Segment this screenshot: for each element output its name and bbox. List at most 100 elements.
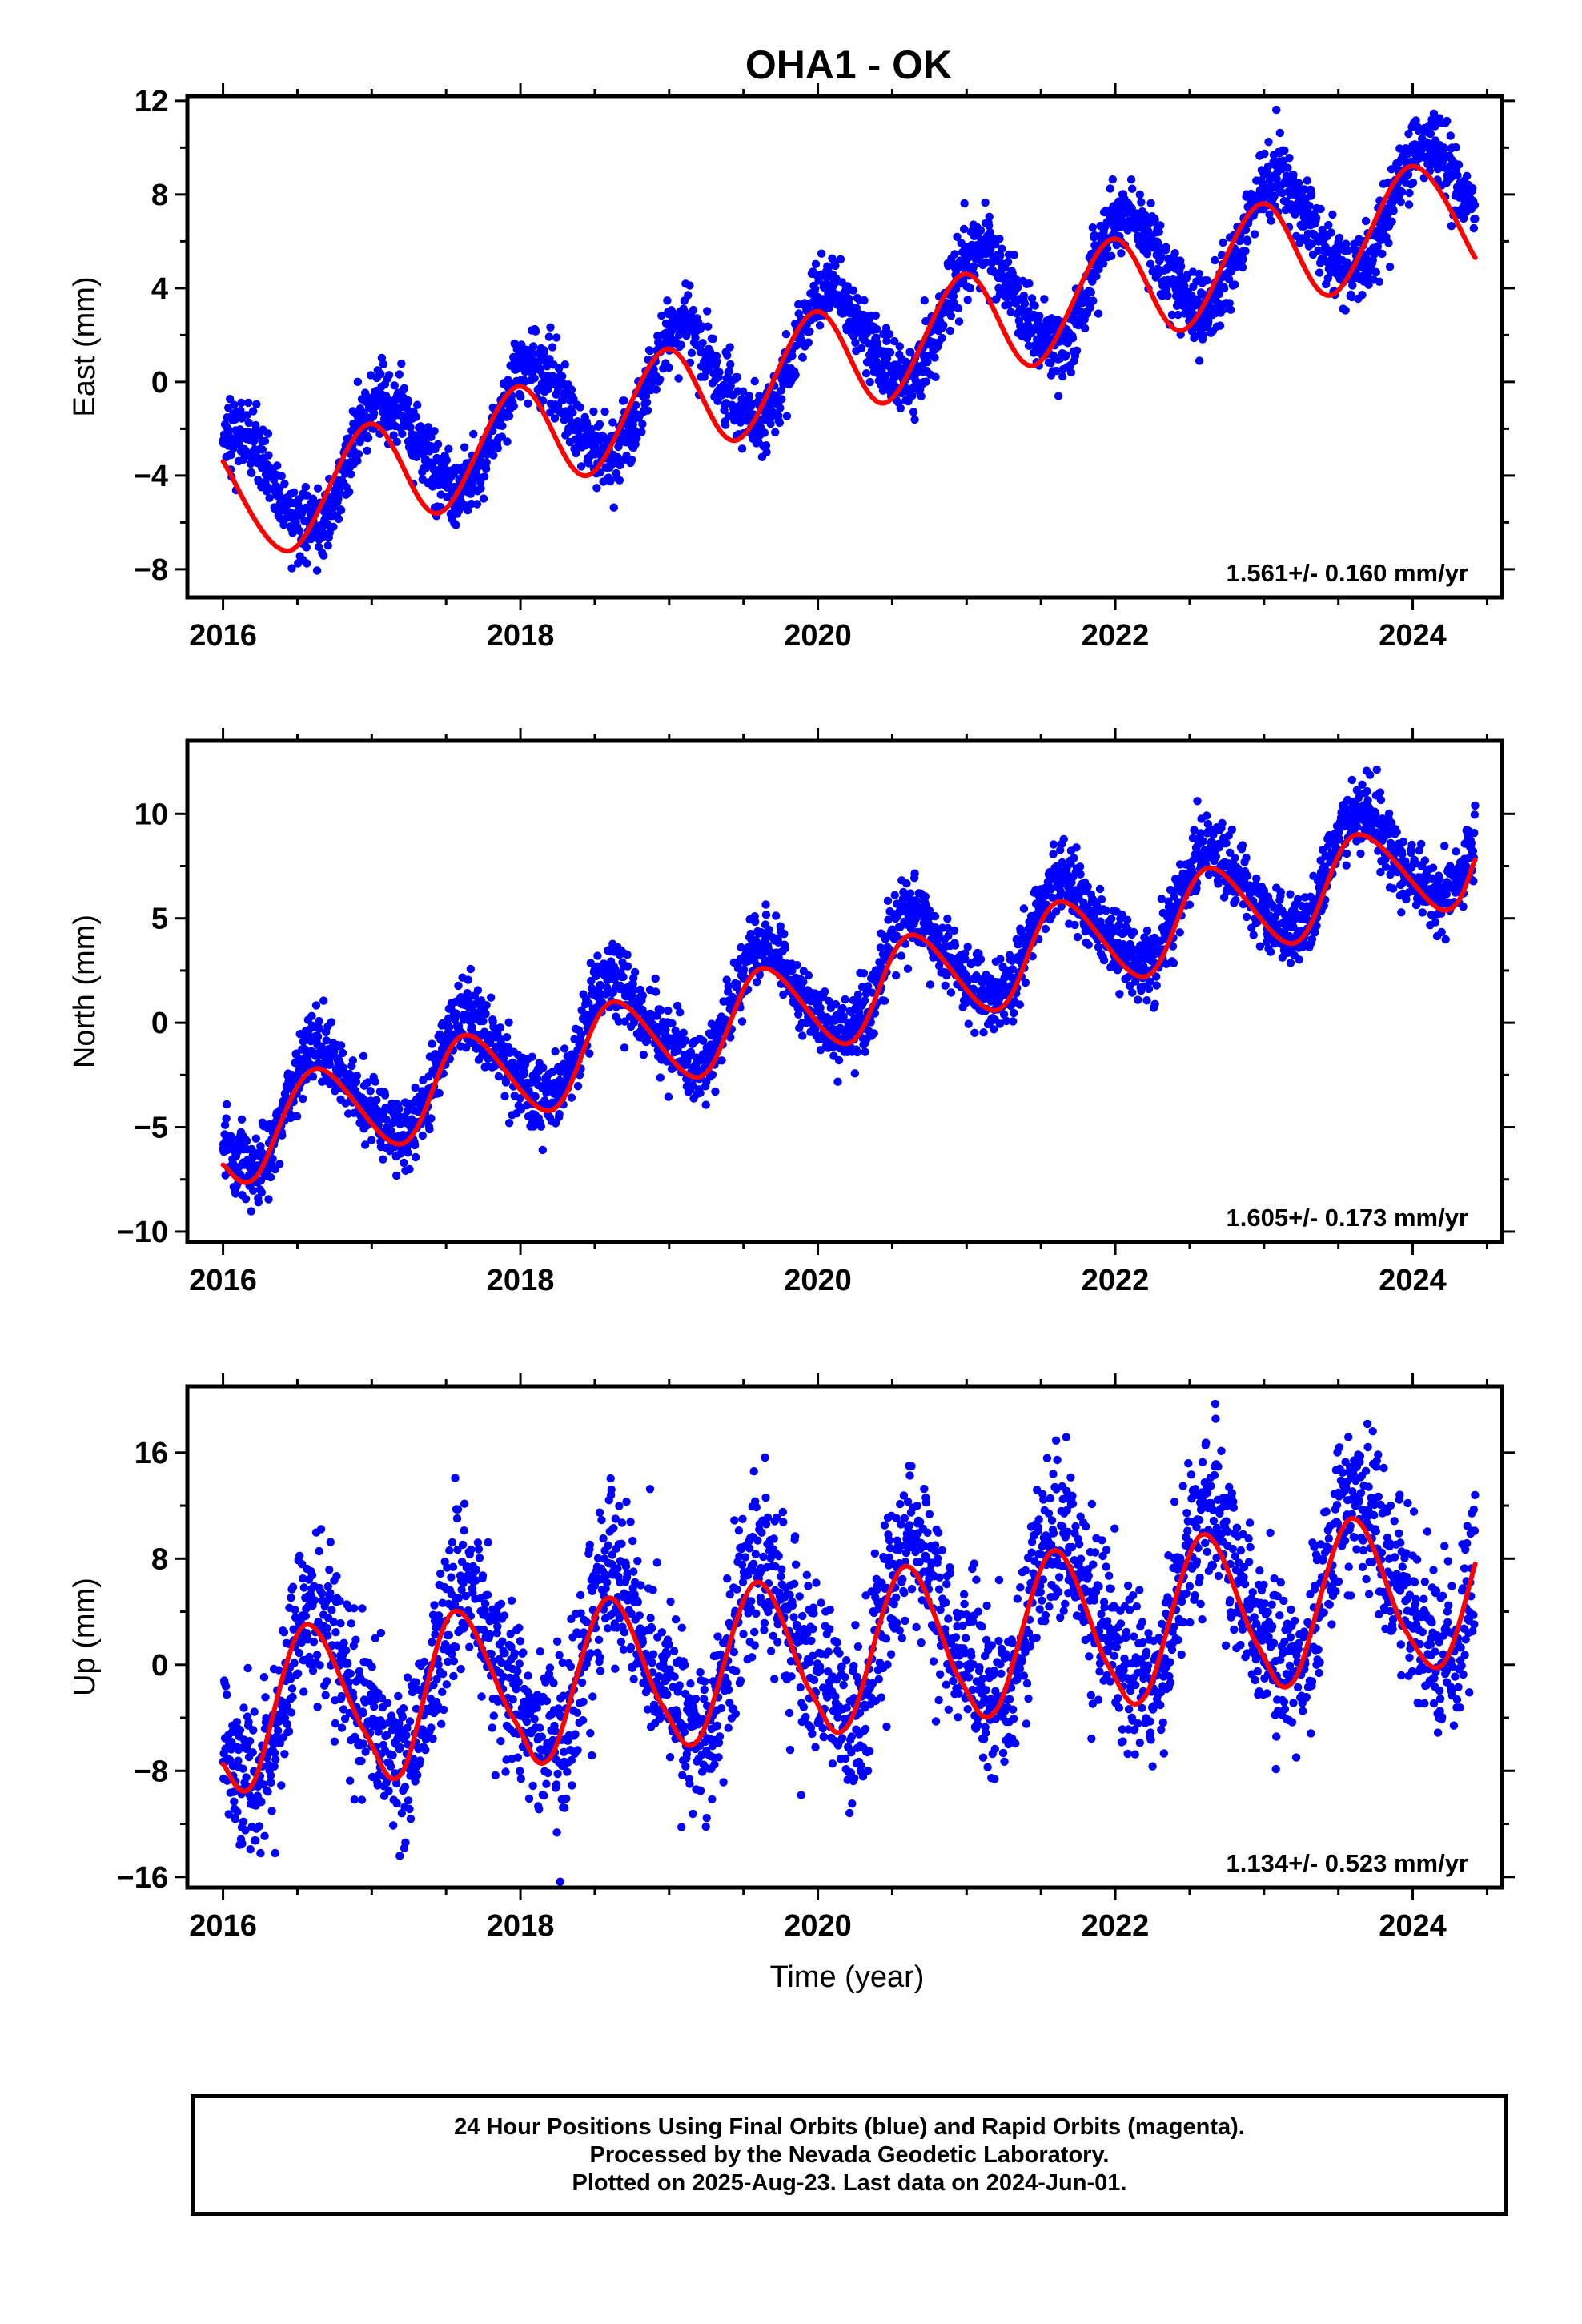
data-point: [464, 506, 472, 515]
data-point: [664, 1092, 673, 1101]
data-point: [766, 420, 775, 428]
data-point: [452, 1011, 461, 1019]
data-point: [1194, 300, 1203, 309]
data-point: [697, 322, 707, 331]
data-point: [637, 428, 646, 436]
data-point: [329, 522, 338, 531]
data-point: [608, 418, 617, 427]
data-point: [656, 1006, 665, 1015]
data-point: [280, 479, 289, 489]
data-point: [892, 971, 901, 980]
data-point: [464, 975, 472, 984]
data-point: [496, 1023, 505, 1032]
data-point: [923, 357, 932, 367]
data-point: [963, 943, 972, 951]
data-point: [961, 949, 970, 958]
data-point: [772, 911, 781, 920]
data-point: [1008, 965, 1017, 974]
data-point: [585, 1049, 594, 1058]
data-point: [841, 995, 849, 1004]
data-point: [725, 343, 734, 352]
data-point: [418, 1131, 427, 1140]
data-point: [623, 951, 632, 959]
data-point: [560, 1044, 569, 1053]
data-point: [632, 400, 640, 410]
data-point: [341, 1099, 350, 1108]
data-point: [567, 385, 576, 394]
data-point: [395, 1104, 404, 1113]
data-point: [1019, 904, 1029, 913]
data-point: [908, 392, 917, 400]
data-point: [881, 324, 891, 332]
data-point: [645, 346, 655, 356]
data-point: [392, 1171, 401, 1180]
data-point: [1235, 237, 1244, 246]
data-point: [400, 384, 409, 392]
data-point: [954, 317, 964, 326]
data-point: [849, 286, 858, 295]
plot-area-north: [219, 765, 1480, 1216]
data-point: [652, 987, 661, 996]
data-point: [263, 429, 273, 438]
data-point: [552, 333, 561, 342]
data-point: [241, 1195, 251, 1204]
data-point: [1052, 366, 1061, 376]
data-point: [673, 1001, 682, 1011]
data-point: [708, 1070, 717, 1080]
data-point: [1199, 330, 1207, 340]
data-point: [663, 296, 672, 305]
data-point: [698, 339, 707, 348]
data-point: [804, 338, 813, 347]
data-point: [885, 348, 895, 357]
data-point: [689, 305, 698, 315]
data-point: [389, 431, 398, 440]
data-point: [586, 959, 595, 967]
data-point: [930, 911, 940, 921]
data-point: [493, 444, 502, 452]
data-point: [1396, 197, 1406, 207]
data-point: [1405, 188, 1414, 198]
data-point: [546, 323, 555, 332]
data-point: [530, 374, 539, 383]
data-point: [1009, 1017, 1018, 1026]
data-point: [609, 503, 618, 512]
data-point: [954, 304, 963, 313]
data-point: [885, 330, 894, 339]
data-point: [704, 322, 713, 331]
data-point: [777, 386, 785, 395]
data-point: [788, 966, 797, 975]
data-point: [781, 943, 790, 953]
data-point: [1378, 249, 1387, 259]
data-point: [1429, 109, 1439, 118]
data-point: [1315, 268, 1324, 277]
data-point: [1107, 251, 1116, 260]
data-point: [1265, 210, 1274, 219]
data-point: [861, 1047, 869, 1056]
data-point: [1241, 225, 1251, 235]
data-point: [1384, 239, 1393, 247]
data-point: [833, 1077, 842, 1086]
data-point: [1361, 216, 1371, 226]
data-point: [360, 1096, 369, 1105]
data-point: [1215, 289, 1224, 299]
data-point: [687, 348, 697, 357]
data-point: [237, 398, 246, 408]
data-point: [550, 414, 560, 423]
data-point: [910, 869, 919, 878]
data-point: [351, 1077, 361, 1087]
data-point: [299, 1094, 307, 1104]
data-point: [990, 1025, 998, 1034]
data-point: [810, 284, 820, 293]
data-point: [226, 395, 235, 404]
y-tick-label: −4: [134, 460, 168, 493]
data-point: [1157, 253, 1166, 262]
data-point: [559, 396, 568, 404]
data-point: [384, 371, 394, 380]
data-point: [631, 967, 640, 977]
data-point: [460, 443, 469, 452]
x-tick-label: 2018: [487, 619, 555, 653]
data-point: [444, 444, 453, 453]
data-point: [1088, 223, 1098, 232]
data-point: [776, 404, 785, 412]
